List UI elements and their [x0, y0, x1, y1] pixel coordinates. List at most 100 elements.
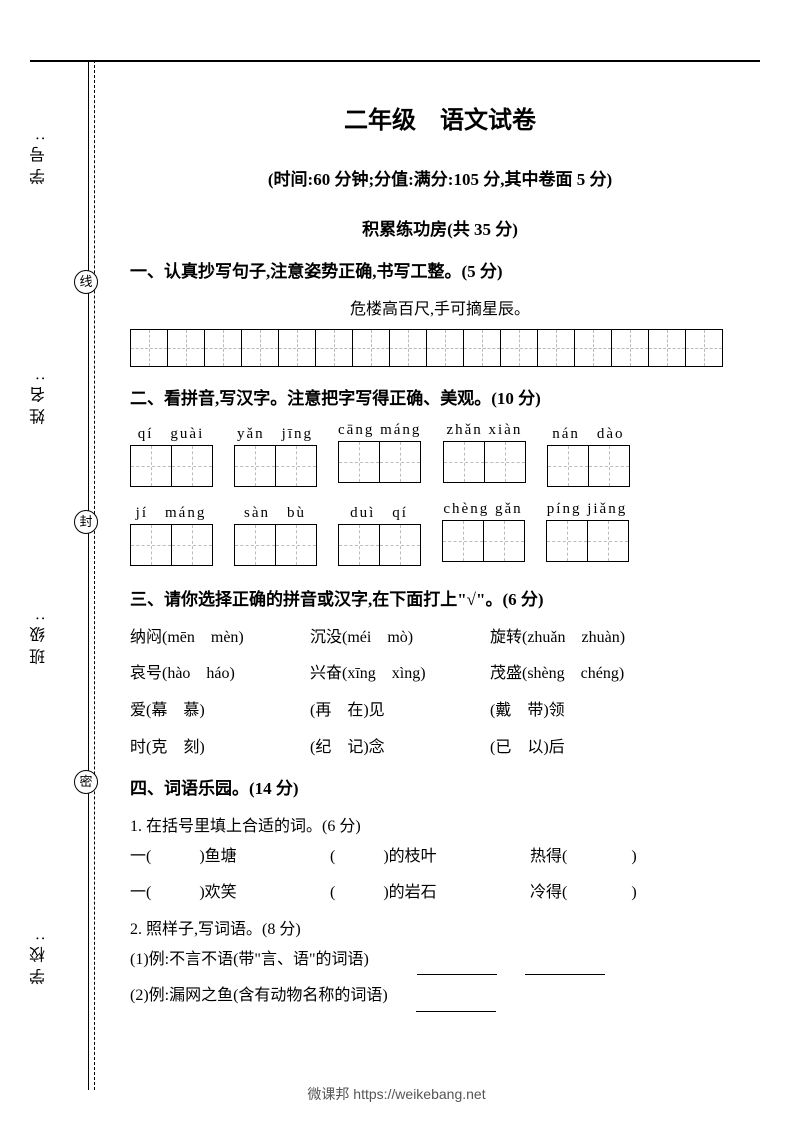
q3-item: 纳闷(mēn mèn)	[130, 624, 310, 653]
char-box	[587, 520, 629, 562]
q3-heading: 三、请你选择正确的拼音或汉字,在下面打上"√"。(6 分)	[130, 586, 750, 613]
q4-ex1: (1)例:不言不语(带"言、语"的词语)	[130, 945, 750, 975]
pinyin-text: cāng máng	[338, 422, 421, 439]
q3-item: 沉没(méi mò)	[310, 624, 490, 653]
char-box	[547, 445, 589, 487]
exam-subtitle: (时间:60 分钟;分值:满分:105 分,其中卷面 5 分)	[130, 165, 750, 190]
q4-heading: 四、词语乐园。(14 分)	[130, 775, 750, 802]
section-header: 积累练功房(共 35 分)	[130, 215, 750, 240]
writing-cell	[537, 329, 575, 367]
q3-line: 哀号(hào háo)兴奋(xīng xìng)茂盛(shèng chéng)	[130, 660, 750, 689]
pinyin-text: nán dào	[547, 422, 629, 443]
char-box	[484, 441, 526, 483]
q4-ex2-text: (2)例:漏网之鱼(含有动物名称的词语)	[130, 987, 388, 1004]
pinyin-text: yǎn jīng	[234, 422, 316, 443]
char-box	[275, 524, 317, 566]
pinyin-group: píng jiǎng	[546, 501, 628, 566]
char-box	[588, 445, 630, 487]
q4-fill-item: 一( )欢笑	[130, 878, 330, 908]
writing-cell	[389, 329, 427, 367]
margin-circle-xian: 线	[74, 270, 98, 294]
writing-cell	[648, 329, 686, 367]
q3-line: 爱(幕 慕)(再 在)见(戴 带)领	[130, 697, 750, 726]
char-box	[483, 520, 525, 562]
char-box	[234, 524, 276, 566]
q3-line: 时(克 刻)(纪 记)念(已 以)后	[130, 734, 750, 763]
q3-item: 爱(幕 慕)	[130, 697, 310, 726]
char-box	[546, 520, 588, 562]
pinyin-group: sàn bù	[234, 501, 316, 566]
q4-fill-item: ( )的岩石	[330, 878, 530, 908]
writing-cell	[278, 329, 316, 367]
pinyin-group: duì qí	[338, 501, 420, 566]
char-box-pair	[443, 441, 525, 483]
q3-item: (再 在)见	[310, 697, 490, 726]
char-box-pair	[130, 524, 212, 566]
q3-item: (戴 带)领	[490, 697, 670, 726]
char-box	[379, 524, 421, 566]
q4-ex1-text: (1)例:不言不语(带"言、语"的词语)	[130, 951, 369, 968]
rail-dashed-line	[94, 60, 95, 1090]
q2-row2: jí máng sàn bù duì qí chèng gǎn píng jiǎng	[130, 501, 750, 566]
pinyin-text: qí guài	[130, 422, 212, 443]
q3-item: 兴奋(xīng xìng)	[310, 660, 490, 689]
q3-item: (已 以)后	[490, 734, 670, 763]
q3-line: 纳闷(mēn mèn)沉没(méi mò)旋转(zhuǎn zhuàn)	[130, 624, 750, 653]
binding-margin: 学号: 线 姓名: 封 班级: 密 学校:	[58, 60, 118, 1090]
margin-circle-mi: 密	[74, 770, 98, 794]
char-box-pair	[338, 524, 420, 566]
q3-item: 旋转(zhuǎn zhuàn)	[490, 624, 670, 653]
pinyin-group: zhǎn xiàn	[443, 422, 525, 487]
margin-label-xuehao: 学号:	[28, 130, 52, 184]
writing-cell	[463, 329, 501, 367]
q4-fills: 一( )鱼塘( )的枝叶热得( )一( )欢笑( )的岩石冷得( )	[130, 842, 750, 909]
char-box-pair	[234, 524, 316, 566]
char-box-pair	[442, 520, 524, 562]
page-content: 二年级 语文试卷 (时间:60 分钟;分值:满分:105 分,其中卷面 5 分)…	[130, 60, 750, 1018]
pinyin-group: chèng gǎn	[442, 501, 524, 566]
q3-item: 时(克 刻)	[130, 734, 310, 763]
writing-cell	[352, 329, 390, 367]
writing-cell	[685, 329, 723, 367]
q3-body: 纳闷(mēn mèn)沉没(méi mò)旋转(zhuǎn zhuàn) 哀号(h…	[130, 624, 750, 763]
char-box-pair	[546, 520, 628, 562]
writing-cell	[130, 329, 168, 367]
char-box	[338, 524, 380, 566]
char-box	[379, 441, 421, 483]
char-box	[275, 445, 317, 487]
q3-item: (纪 记)念	[310, 734, 490, 763]
pinyin-text: zhǎn xiàn	[443, 422, 525, 439]
rail-solid-line	[88, 60, 89, 1090]
margin-label-banji: 班级:	[28, 610, 52, 664]
char-box	[171, 445, 213, 487]
blank-line	[417, 957, 497, 975]
pinyin-text: píng jiǎng	[546, 501, 628, 518]
margin-circle-feng: 封	[74, 510, 98, 534]
char-box	[442, 520, 484, 562]
pinyin-group: yǎn jīng	[234, 422, 316, 487]
char-box-pair	[547, 445, 629, 487]
char-box	[171, 524, 213, 566]
char-box	[130, 445, 172, 487]
char-box-pair	[338, 441, 421, 483]
q4-fill-item: 热得( )	[530, 842, 730, 872]
q4-fill-item: ( )的枝叶	[330, 842, 530, 872]
margin-label-xingming: 姓名:	[28, 370, 52, 424]
q3-item: 茂盛(shèng chéng)	[490, 660, 670, 689]
char-box	[443, 441, 485, 483]
char-box-pair	[234, 445, 316, 487]
pinyin-group: cāng máng	[338, 422, 421, 487]
q3-item: 哀号(hào háo)	[130, 660, 310, 689]
pinyin-text: chèng gǎn	[442, 501, 524, 518]
char-box	[234, 445, 276, 487]
writing-cell	[167, 329, 205, 367]
pinyin-group: jí máng	[130, 501, 212, 566]
q1-writing-grid	[130, 329, 750, 367]
writing-cell	[315, 329, 353, 367]
writing-cell	[426, 329, 464, 367]
exam-title: 二年级 语文试卷	[130, 100, 750, 135]
pinyin-group: nán dào	[547, 422, 629, 487]
q2-heading: 二、看拼音,写汉字。注意把字写得正确、美观。(10 分)	[130, 385, 750, 412]
char-box	[338, 441, 380, 483]
char-box-pair	[130, 445, 212, 487]
